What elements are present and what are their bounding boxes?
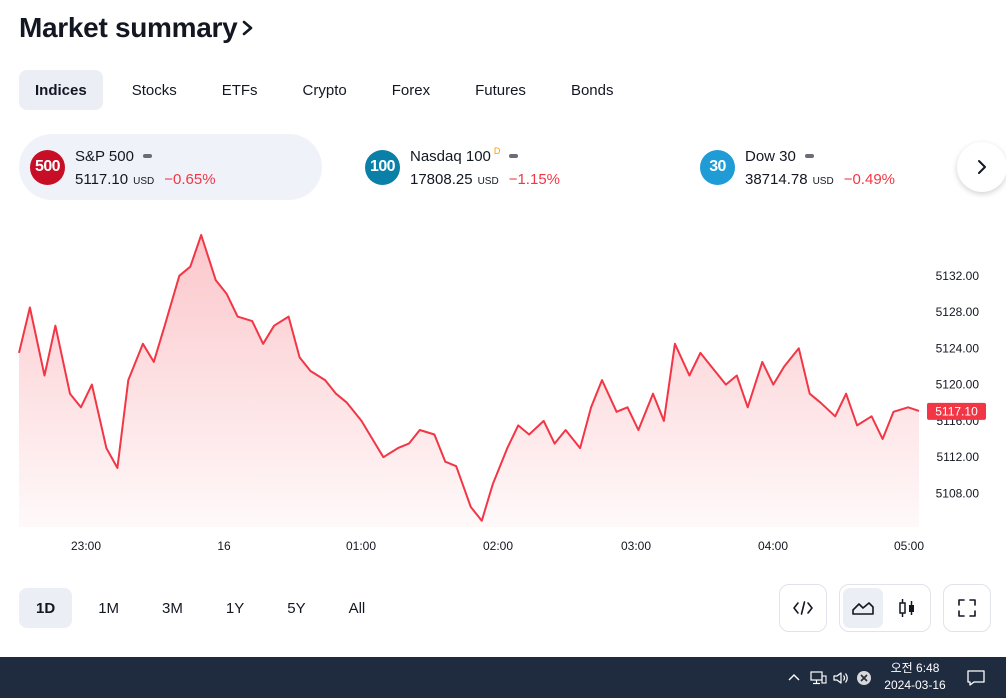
y-tick-label: 5112.00 xyxy=(937,450,980,464)
chevron-right-icon xyxy=(243,20,253,36)
x-tick-label: 03:00 xyxy=(621,539,651,553)
price-area-fill xyxy=(19,235,919,527)
range-1m[interactable]: 1M xyxy=(98,599,120,617)
x-tick-label: 16 xyxy=(217,539,231,553)
carousel-next-button[interactable] xyxy=(957,142,1006,192)
code-icon xyxy=(793,601,813,615)
y-tick-label: 5124.00 xyxy=(936,341,980,355)
range-1d[interactable]: 1D xyxy=(19,588,73,628)
symbol-currency: USD xyxy=(812,176,834,187)
notification-button[interactable] xyxy=(966,657,986,698)
symbol-carousel: 500 S&P 500 5117.10 USD −0.65% 100 Nasda… xyxy=(19,134,959,200)
nasdaq100-logo: 100 xyxy=(365,149,400,185)
chevron-up-icon xyxy=(788,673,800,680)
symbol-name: Dow 30 xyxy=(745,147,796,165)
candle-style-button[interactable] xyxy=(887,588,927,628)
x-tick-label: 23:00 xyxy=(71,539,101,553)
fullscreen-button[interactable] xyxy=(943,584,991,632)
symbol-card-dow30[interactable]: 30 Dow 30 38714.78 USD −0.49% xyxy=(689,134,992,200)
price-chart[interactable]: 5132.00 5128.00 5124.00 5120.00 5116.00 5112.… xyxy=(0,215,1006,560)
candlestick-icon xyxy=(898,599,914,617)
symbol-change: −1.15% xyxy=(508,171,560,188)
range-selector: 1D 1M 3M 1Y 5Y All xyxy=(19,588,391,628)
clock-time: 오전 6:48 xyxy=(890,661,940,675)
tab-bonds[interactable]: Bonds xyxy=(570,81,614,99)
fullscreen-icon xyxy=(958,599,976,617)
y-tick-label: 5132.00 xyxy=(936,269,980,283)
close-icon xyxy=(857,670,871,685)
svg-text:5117.10: 5117.10 xyxy=(935,404,978,418)
tray-overflow-button[interactable] xyxy=(786,657,802,698)
y-tick-label: 5120.00 xyxy=(936,378,980,392)
area-chart-icon xyxy=(852,602,875,615)
market-status-icon xyxy=(142,154,152,158)
sp500-logo: 500 xyxy=(30,149,65,185)
last-price-label: 5117.10 xyxy=(927,402,986,420)
tab-stocks[interactable]: Stocks xyxy=(131,81,177,99)
tab-crypto[interactable]: Crypto xyxy=(302,81,347,99)
error-status-button[interactable] xyxy=(856,657,872,698)
symbol-card-sp500[interactable]: 500 S&P 500 5117.10 USD −0.65% xyxy=(19,134,322,200)
chart-style-toggle xyxy=(839,584,931,632)
range-3m[interactable]: 3M xyxy=(162,599,183,617)
network-icon xyxy=(810,670,827,684)
symbol-name: S&P 500 xyxy=(75,147,134,165)
taskbar-clock[interactable]: 오전 6:48 2024-03-16 xyxy=(870,660,960,694)
y-tick-label: 5108.00 xyxy=(936,486,980,500)
chevron-right-icon xyxy=(978,160,986,174)
tab-indices[interactable]: Indices xyxy=(19,70,103,110)
symbol-card-nasdaq100[interactable]: 100 Nasdaq 100 D 17808.25 USD −1.15% xyxy=(354,134,657,200)
symbol-currency: USD xyxy=(477,176,499,187)
range-5y[interactable]: 5Y xyxy=(287,599,306,617)
market-status-icon xyxy=(509,154,519,158)
x-tick-label: 04:00 xyxy=(758,539,788,553)
x-tick-label: 05:00 xyxy=(894,539,924,553)
range-1y[interactable]: 1Y xyxy=(225,599,245,617)
volume-button[interactable] xyxy=(832,657,850,698)
symbol-name: Nasdaq 100 xyxy=(410,147,491,165)
category-tabs: Indices Stocks ETFs Crypto Forex Futures… xyxy=(19,70,642,110)
tab-etfs[interactable]: ETFs xyxy=(221,81,258,99)
symbol-change: −0.65% xyxy=(164,171,216,188)
symbol-price: 17808.25 xyxy=(410,171,473,188)
area-style-button[interactable] xyxy=(843,588,884,628)
notification-icon xyxy=(967,669,985,686)
delayed-badge: D xyxy=(493,146,501,156)
symbol-currency: USD xyxy=(133,176,155,187)
volume-icon xyxy=(833,671,848,684)
embed-button[interactable] xyxy=(779,584,827,632)
tab-forex[interactable]: Forex xyxy=(391,81,431,99)
tab-futures[interactable]: Futures xyxy=(475,81,526,99)
symbol-price: 5117.10 xyxy=(75,171,129,188)
symbol-change: −0.49% xyxy=(843,171,895,188)
x-tick-label: 01:00 xyxy=(346,539,376,553)
y-tick-label: 5128.00 xyxy=(936,305,980,319)
x-tick-label: 02:00 xyxy=(483,539,513,553)
dow30-logo: 30 xyxy=(700,149,735,185)
market-summary-title[interactable]: Market summary xyxy=(19,12,255,44)
range-all[interactable]: All xyxy=(348,599,366,617)
market-status-icon xyxy=(804,154,814,158)
network-button[interactable] xyxy=(809,657,827,698)
clock-date: 2024-03-16 xyxy=(884,678,946,692)
price-line xyxy=(18,234,920,522)
windows-taskbar: 오전 6:48 2024-03-16 xyxy=(0,657,1006,698)
page-title: Market summary xyxy=(19,12,238,43)
chart-canvas: 5132.005128.005124.005120.005116.005112.… xyxy=(18,234,986,553)
symbol-price: 38714.78 xyxy=(745,171,808,188)
